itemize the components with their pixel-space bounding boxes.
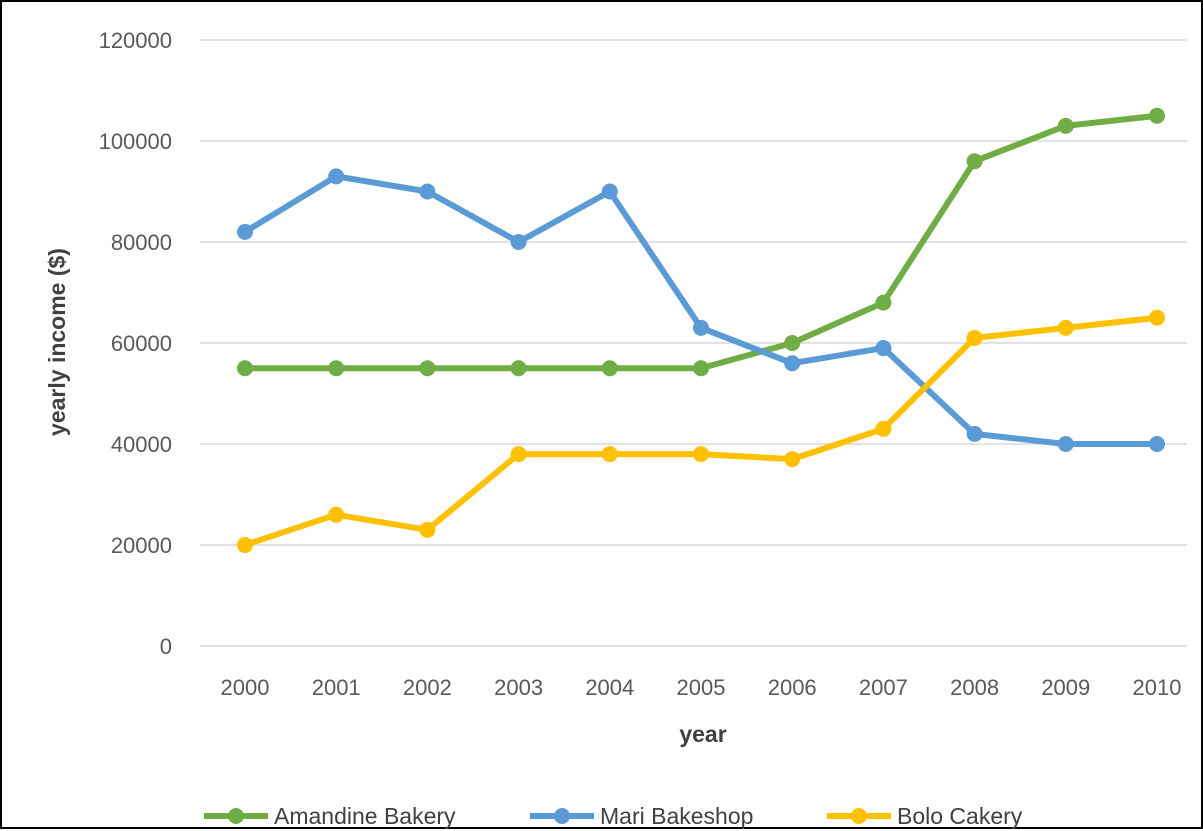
legend-label: Bolo Cakery <box>897 803 1023 829</box>
data-point <box>784 335 801 351</box>
data-point <box>601 360 618 377</box>
y-axis-ticks: 0 20000 40000 60000 80000 100000 120000 <box>99 28 172 659</box>
data-point <box>419 521 436 538</box>
data-point <box>328 506 345 523</box>
data-point <box>328 360 345 377</box>
x-axis-title: year <box>679 721 726 747</box>
y-axis-title: yearly income ($) <box>44 248 70 436</box>
x-axis-ticks: 2000 2001 2002 2003 2004 2005 2006 2007 2008 2009… <box>221 675 1182 700</box>
data-point <box>419 360 436 377</box>
data-point <box>1057 117 1074 134</box>
data-point <box>693 446 709 463</box>
data-point <box>510 360 527 377</box>
legend-swatch-marker <box>851 808 867 824</box>
y-tick-label: 0 <box>160 634 172 659</box>
x-tick-label: 2009 <box>1041 675 1090 700</box>
data-point <box>237 360 253 377</box>
data-point <box>966 329 983 346</box>
series-line <box>242 173 1160 447</box>
y-tick-label: 40000 <box>111 432 172 457</box>
data-point <box>237 223 253 240</box>
x-tick-label: 2004 <box>585 675 634 700</box>
x-tick-label: 2001 <box>312 675 361 700</box>
data-point <box>966 153 983 170</box>
data-point <box>1149 309 1165 326</box>
data-point <box>419 183 436 200</box>
series-amandine-bakery <box>237 107 1165 377</box>
x-tick-label: 2005 <box>677 675 726 700</box>
data-point <box>601 446 618 463</box>
series-line <box>242 314 1160 548</box>
y-tick-label: 120000 <box>99 28 172 53</box>
data-point <box>875 294 892 311</box>
data-point <box>1149 436 1165 452</box>
y-tick-label: 60000 <box>111 331 172 356</box>
data-point <box>1057 319 1074 336</box>
y-tick-label: 80000 <box>111 230 172 255</box>
data-point <box>601 183 618 200</box>
legend-item: Mari Bakeshop <box>530 803 753 829</box>
x-tick-label: 2006 <box>768 675 817 700</box>
series-mari-bakeshop <box>237 168 1165 452</box>
data-point <box>328 168 345 185</box>
x-tick-label: 2008 <box>950 675 999 700</box>
legend-item: Amandine Bakery <box>204 803 456 829</box>
data-point <box>693 360 709 377</box>
x-tick-label: 2000 <box>221 675 270 700</box>
y-tick-label: 100000 <box>99 129 172 154</box>
data-point <box>784 355 801 372</box>
data-point <box>693 319 709 336</box>
legend-label: Amandine Bakery <box>274 803 456 829</box>
data-point <box>510 234 527 250</box>
x-tick-label: 2002 <box>403 675 452 700</box>
legend-swatch-marker <box>554 808 570 824</box>
x-tick-label: 2010 <box>1133 675 1182 700</box>
y-tick-label: 20000 <box>111 533 172 558</box>
data-point <box>875 420 892 437</box>
legend-item: Bolo Cakery <box>827 803 1023 829</box>
series-bolo-cakery <box>237 309 1165 553</box>
legend-label: Mari Bakeshop <box>600 803 753 829</box>
x-tick-label: 2007 <box>859 675 908 700</box>
series-lines <box>237 107 1165 553</box>
x-tick-label: 2003 <box>494 675 543 700</box>
gridlines <box>200 39 1187 647</box>
data-point <box>784 451 801 468</box>
data-point <box>510 446 527 463</box>
data-point <box>1057 436 1074 452</box>
legend-swatch-marker <box>228 808 244 824</box>
data-point <box>1149 107 1165 124</box>
data-point <box>966 425 983 442</box>
data-point <box>237 537 253 553</box>
data-point <box>875 340 892 357</box>
legend: Amandine Bakery Mari Bakeshop Bolo Cakery <box>204 803 1023 829</box>
